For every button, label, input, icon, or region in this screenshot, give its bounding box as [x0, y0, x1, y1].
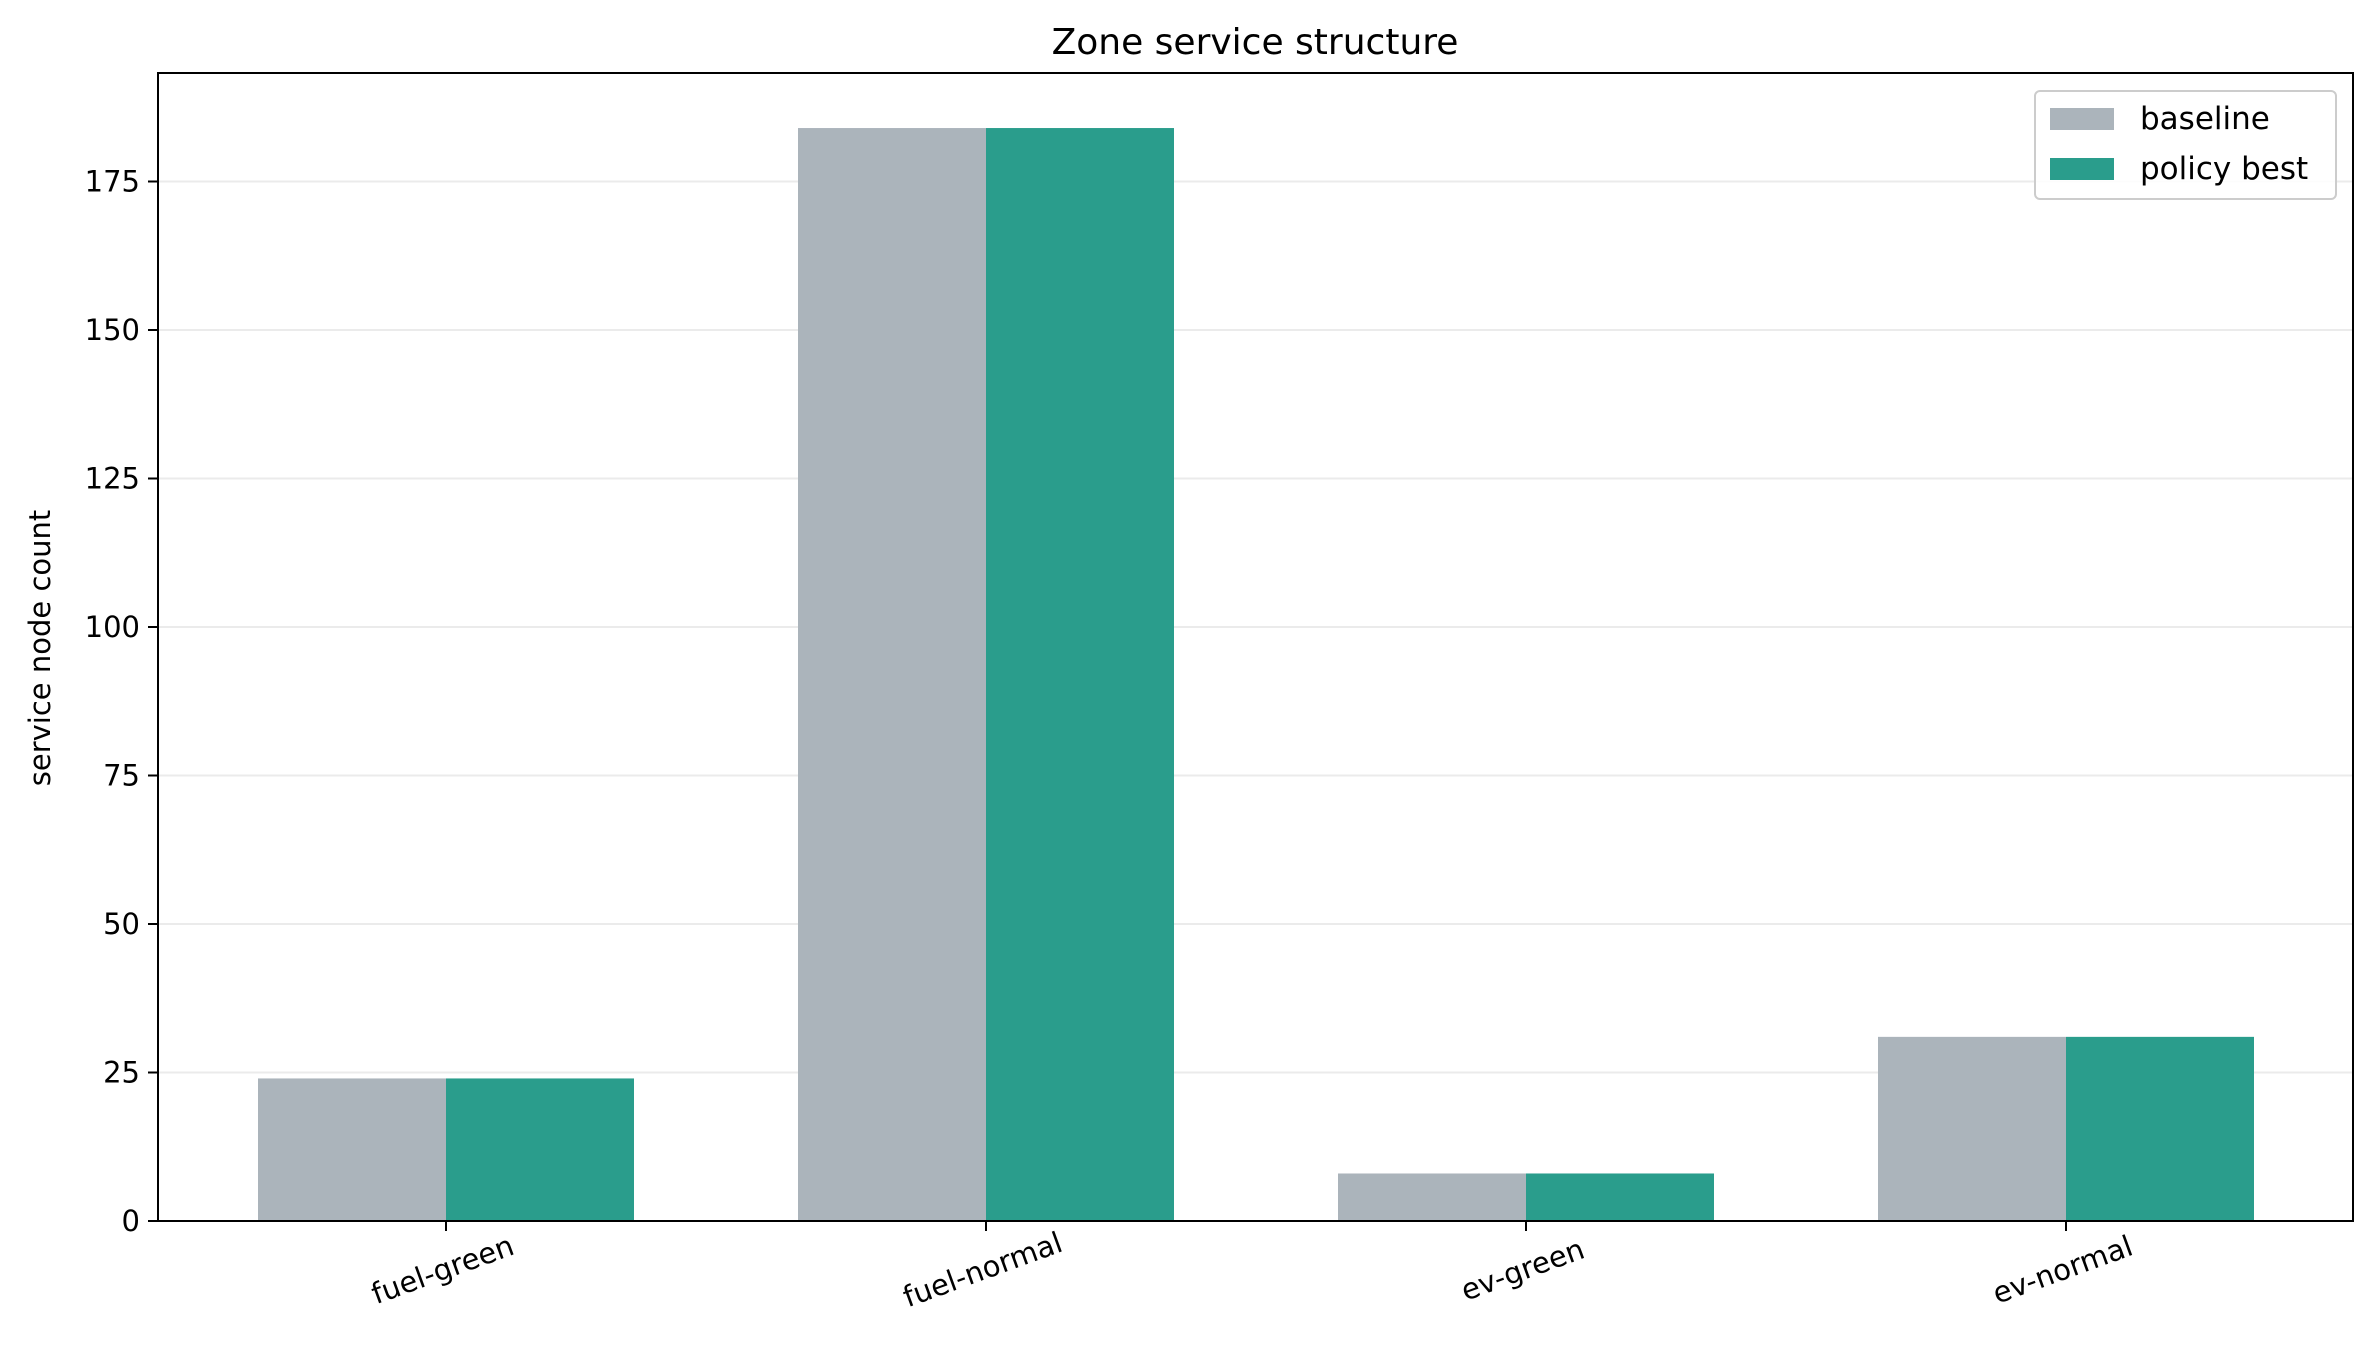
- y-tick-label: 175: [85, 165, 140, 199]
- y-tick-label: 125: [85, 462, 140, 496]
- legend-swatch-baseline: [2050, 108, 2114, 130]
- y-axis-label: service node count: [23, 510, 57, 787]
- y-axis-ticks: 0 25 50 75 100 125 150 175: [85, 165, 158, 1238]
- y-gridlines: [158, 180, 2353, 1074]
- y-tick-label: 100: [85, 610, 140, 644]
- bar-policy-best-ev-green: [1526, 1173, 1714, 1221]
- y-tick-label: 75: [103, 759, 140, 793]
- bar-policy-best-ev-normal: [2066, 1036, 2254, 1221]
- bars: [258, 128, 2254, 1221]
- bar-policy-best-fuel-green: [446, 1078, 634, 1221]
- bar-baseline-ev-normal: [1878, 1036, 2066, 1221]
- bar-policy-best-fuel-normal: [986, 128, 1174, 1221]
- bar-baseline-fuel-normal: [798, 128, 986, 1221]
- legend-swatch-policy-best: [2050, 158, 2114, 180]
- legend-label-baseline: baseline: [2140, 101, 2270, 137]
- y-tick-label: 25: [103, 1056, 140, 1090]
- y-tick-label: 0: [122, 1204, 140, 1238]
- bar-baseline-ev-green: [1338, 1173, 1526, 1221]
- legend-label-policy-best: policy best: [2140, 151, 2308, 187]
- legend: baseline policy best: [2034, 90, 2337, 200]
- plot-frame: [157, 72, 2354, 1222]
- y-tick-label: 50: [103, 907, 140, 941]
- y-tick-label: 150: [85, 313, 140, 347]
- chart-title: Zone service structure: [1052, 22, 1459, 63]
- bar-baseline-fuel-green: [258, 1078, 446, 1221]
